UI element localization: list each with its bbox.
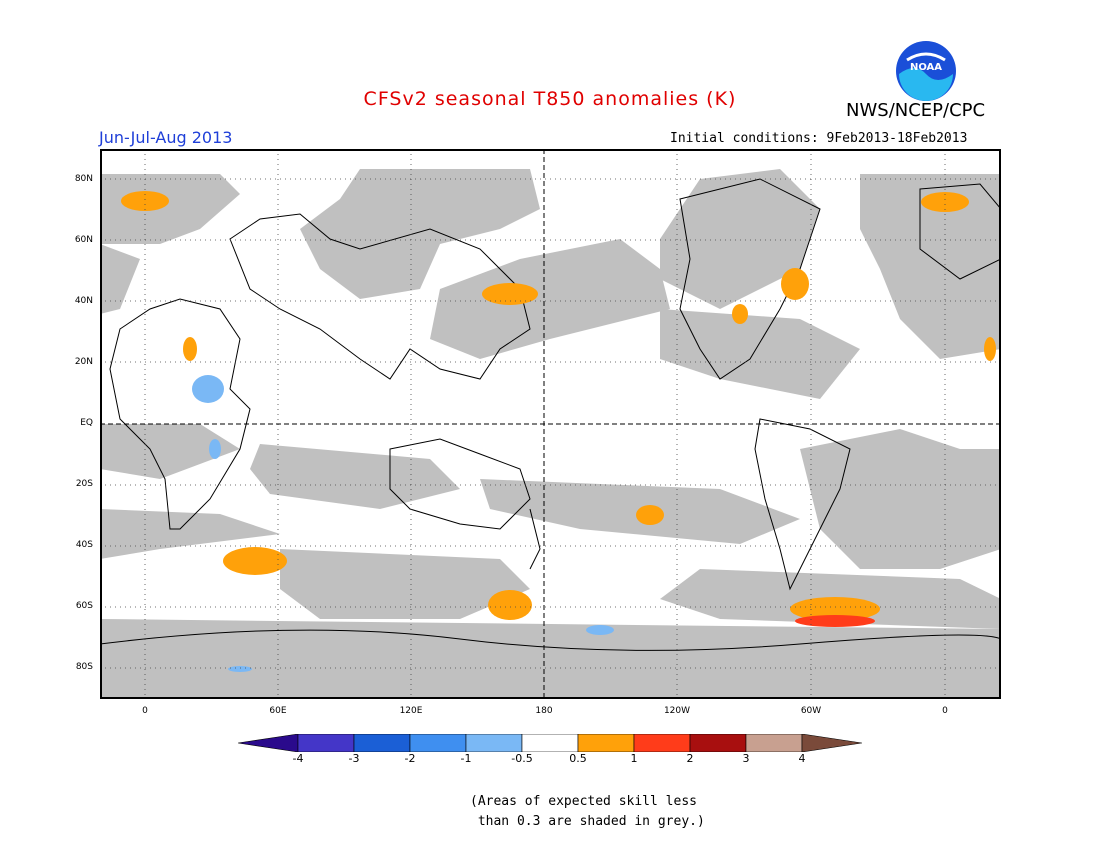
lat-label: 40N [74,296,93,306]
lon-label: 120W [663,706,691,716]
lat-label: 40S [75,540,93,550]
colorbar [238,734,862,752]
colorbar-label: -4 [292,752,304,765]
agency-label: NWS/NCEP/CPC [846,100,986,121]
colorbar-swatch [353,734,411,752]
colorbar-swatch [633,734,691,752]
colorbar-label: -0.5 [511,752,533,765]
colorbar-swatch [521,734,579,752]
colorbar-swatch [465,734,523,752]
lon-label: 60E [269,706,287,716]
colorbar-label: -1 [460,752,472,765]
colorbar-label: 1 [630,752,638,765]
initial-conditions-label: Initial conditions: 9Feb2013-18Feb2013 [670,131,968,146]
colorbar-swatch [297,734,355,752]
strong-anomaly-patches [795,615,875,627]
colorbar-right-arrow [801,734,862,752]
colorbar-swatch [409,734,467,752]
negative-anomaly-patches [192,375,614,672]
lon-label: 0 [942,706,948,716]
lon-label: 120E [399,706,423,716]
lat-label: 80N [74,174,93,184]
colorbar-left-arrow [238,734,299,752]
svg-text:NOAA: NOAA [910,62,942,73]
positive-anomaly-patches [121,191,996,621]
skill-note: (Areas of expected skill less than 0.3 a… [470,794,705,829]
colorbar-label: 4 [798,752,806,765]
colorbar-swatch [577,734,635,752]
lat-label: 20S [75,479,93,489]
colorbar-label: -3 [348,752,360,765]
map-frame [100,149,1001,699]
colorbar-label: 3 [742,752,750,765]
colorbar-label: 2 [686,752,694,765]
colorbar-label: -2 [404,752,416,765]
season-label: Jun-Jul-Aug 2013 [99,128,233,147]
colorbar-label: 0.5 [569,752,587,765]
lat-label: 20N [74,357,93,367]
lat-label: 80S [75,662,93,672]
colorbar-swatch [689,734,747,752]
colorbar-swatch [745,734,803,752]
lon-label: 180 [535,706,553,716]
lat-label: 60S [75,601,93,611]
coastlines [100,178,1001,651]
lon-label: 0 [142,706,148,716]
anomaly-map [100,149,1001,699]
map-title: CFSv2 seasonal T850 anomalies (K) [363,88,737,110]
lat-label: EQ [80,418,93,428]
noaa-logo: NOAA [896,41,956,101]
lon-label: 60W [800,706,822,716]
lat-label: 60N [74,235,93,245]
